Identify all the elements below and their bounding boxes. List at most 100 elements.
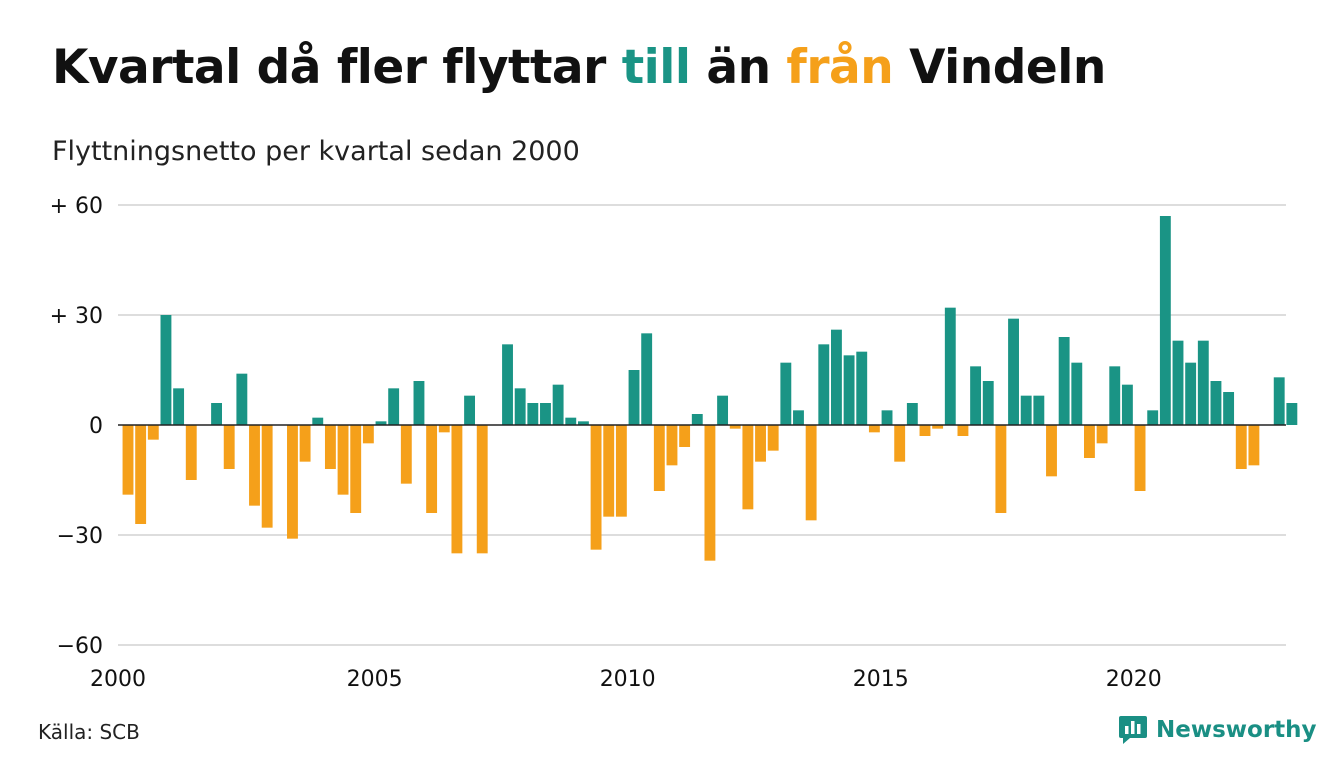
bar-2009-Q4 xyxy=(615,425,627,517)
x-tick-label: 2020 xyxy=(1106,667,1162,692)
bar-2016-Q2 xyxy=(944,307,956,425)
x-tick-label: 2005 xyxy=(347,667,403,692)
bar-2006-Q2 xyxy=(438,425,450,433)
bar-2011-Q4 xyxy=(717,395,729,425)
chart-title: Kvartal då fler flyttar till än från Vin… xyxy=(52,40,1106,95)
bar-2013-Q2 xyxy=(793,410,804,425)
bar-2000-Q2 xyxy=(135,425,147,524)
bar-2004-Q1 xyxy=(324,425,336,469)
bar-2016-Q3 xyxy=(957,425,969,436)
x-tick-label: 2000 xyxy=(90,667,146,692)
bar-2013-Q3 xyxy=(805,425,817,521)
bar-2023-Q1 xyxy=(1286,403,1298,425)
title-keyword-fran: från xyxy=(786,40,894,95)
bar-2016-Q1 xyxy=(932,425,944,429)
brand-logo: Newsworthy xyxy=(1118,714,1317,746)
bar-2016-Q4 xyxy=(970,366,982,425)
bar-2015-Q2 xyxy=(894,425,906,462)
bar-2012-Q2 xyxy=(742,425,754,510)
bar-2017-Q1 xyxy=(982,381,994,425)
bar-2012-Q3 xyxy=(755,425,766,462)
bar-2021-Q2 xyxy=(1197,340,1209,425)
bar-2008-Q2 xyxy=(540,403,551,425)
bar-2008-Q1 xyxy=(527,403,539,425)
bar-2022-Q2 xyxy=(1248,425,1260,466)
bar-2003-Q2 xyxy=(287,425,298,539)
bar-2005-Q3 xyxy=(400,425,412,484)
bar-2000-Q3 xyxy=(147,425,159,440)
bar-2011-Q1 xyxy=(679,425,691,447)
y-tick-label: + 60 xyxy=(50,194,103,219)
title-part-3: Vindeln xyxy=(893,40,1106,95)
bar-2003-Q4 xyxy=(312,417,324,425)
bar-2000-Q1 xyxy=(122,425,134,495)
bar-2001-Q1 xyxy=(173,388,185,425)
bar-2017-Q2 xyxy=(995,425,1007,513)
bar-2021-Q1 xyxy=(1185,362,1197,425)
bar-2020-Q3 xyxy=(1159,216,1171,425)
bar-2006-Q4 xyxy=(464,395,476,425)
title-keyword-till: till xyxy=(621,40,691,95)
bar-2011-Q2 xyxy=(691,414,703,425)
grid-lines xyxy=(118,204,1286,646)
bar-2014-Q1 xyxy=(830,329,842,425)
bar-2022-Q1 xyxy=(1235,425,1247,469)
bar-2004-Q2 xyxy=(337,425,349,495)
title-part-1: Kvartal då fler flyttar xyxy=(52,40,622,95)
bar-2022-Q4 xyxy=(1273,377,1285,425)
bar-2006-Q3 xyxy=(451,425,463,554)
x-axis-ticks: 2000 2005 2010 2015 2020 xyxy=(90,667,1162,692)
bar-2014-Q2 xyxy=(843,355,855,425)
bar-series xyxy=(122,216,1298,561)
x-tick-label: 2010 xyxy=(600,667,656,692)
bar-2007-Q3 xyxy=(502,344,513,425)
bar-2002-Q2 xyxy=(236,373,248,425)
bar-2020-Q4 xyxy=(1172,340,1184,425)
y-tick-label: −60 xyxy=(57,634,103,659)
bar-2010-Q2 xyxy=(641,333,653,425)
bar-2010-Q1 xyxy=(628,370,640,425)
bar-2010-Q4 xyxy=(666,425,678,466)
y-tick-label: 0 xyxy=(89,414,103,439)
bar-2018-Q2 xyxy=(1046,425,1057,477)
bar-2015-Q4 xyxy=(919,425,931,436)
bar-2010-Q3 xyxy=(653,425,665,491)
x-tick-label: 2015 xyxy=(853,667,909,692)
brand-name: Newsworthy xyxy=(1156,717,1317,743)
bar-chart: + 60 + 30 0 −30 −60 2000 2005 2010 2015 2020 xyxy=(50,194,1298,692)
bar-2009-Q1 xyxy=(577,421,589,425)
bar-2004-Q4 xyxy=(362,425,374,444)
bar-2001-Q4 xyxy=(211,403,222,425)
bar-2009-Q3 xyxy=(603,425,615,517)
bar-2019-Q3 xyxy=(1109,366,1121,425)
bar-2015-Q3 xyxy=(906,403,918,425)
chart-subtitle: Flyttningsnetto per kvartal sedan 2000 xyxy=(52,136,580,167)
bar-2015-Q1 xyxy=(881,410,893,425)
bar-2021-Q3 xyxy=(1210,381,1222,425)
y-tick-label: −30 xyxy=(57,524,103,549)
bar-2007-Q4 xyxy=(514,388,526,425)
bar-2003-Q3 xyxy=(299,425,311,462)
bar-2012-Q1 xyxy=(729,425,741,429)
bar-2007-Q1 xyxy=(476,425,488,554)
bar-2014-Q3 xyxy=(856,351,868,425)
bar-2017-Q3 xyxy=(1008,318,1019,425)
bar-2018-Q1 xyxy=(1033,395,1045,425)
bar-2018-Q3 xyxy=(1058,337,1070,425)
bar-2001-Q2 xyxy=(185,425,197,480)
y-tick-label: + 30 xyxy=(50,304,103,329)
bar-2009-Q2 xyxy=(590,425,602,550)
title-part-2: än xyxy=(690,40,787,95)
bar-2019-Q1 xyxy=(1084,425,1095,458)
bar-2013-Q1 xyxy=(780,362,792,425)
bar-2012-Q4 xyxy=(767,425,779,451)
source-note: Källa: SCB xyxy=(38,720,140,744)
bar-2020-Q2 xyxy=(1147,410,1159,425)
bar-2005-Q1 xyxy=(375,421,387,425)
y-axis-ticks: + 60 + 30 0 −30 −60 xyxy=(50,194,103,659)
bar-chart-speech-icon xyxy=(1119,716,1147,744)
bar-2008-Q4 xyxy=(565,417,577,425)
bar-2008-Q3 xyxy=(552,384,564,425)
bar-2021-Q4 xyxy=(1223,392,1235,425)
bar-2020-Q1 xyxy=(1134,425,1146,491)
